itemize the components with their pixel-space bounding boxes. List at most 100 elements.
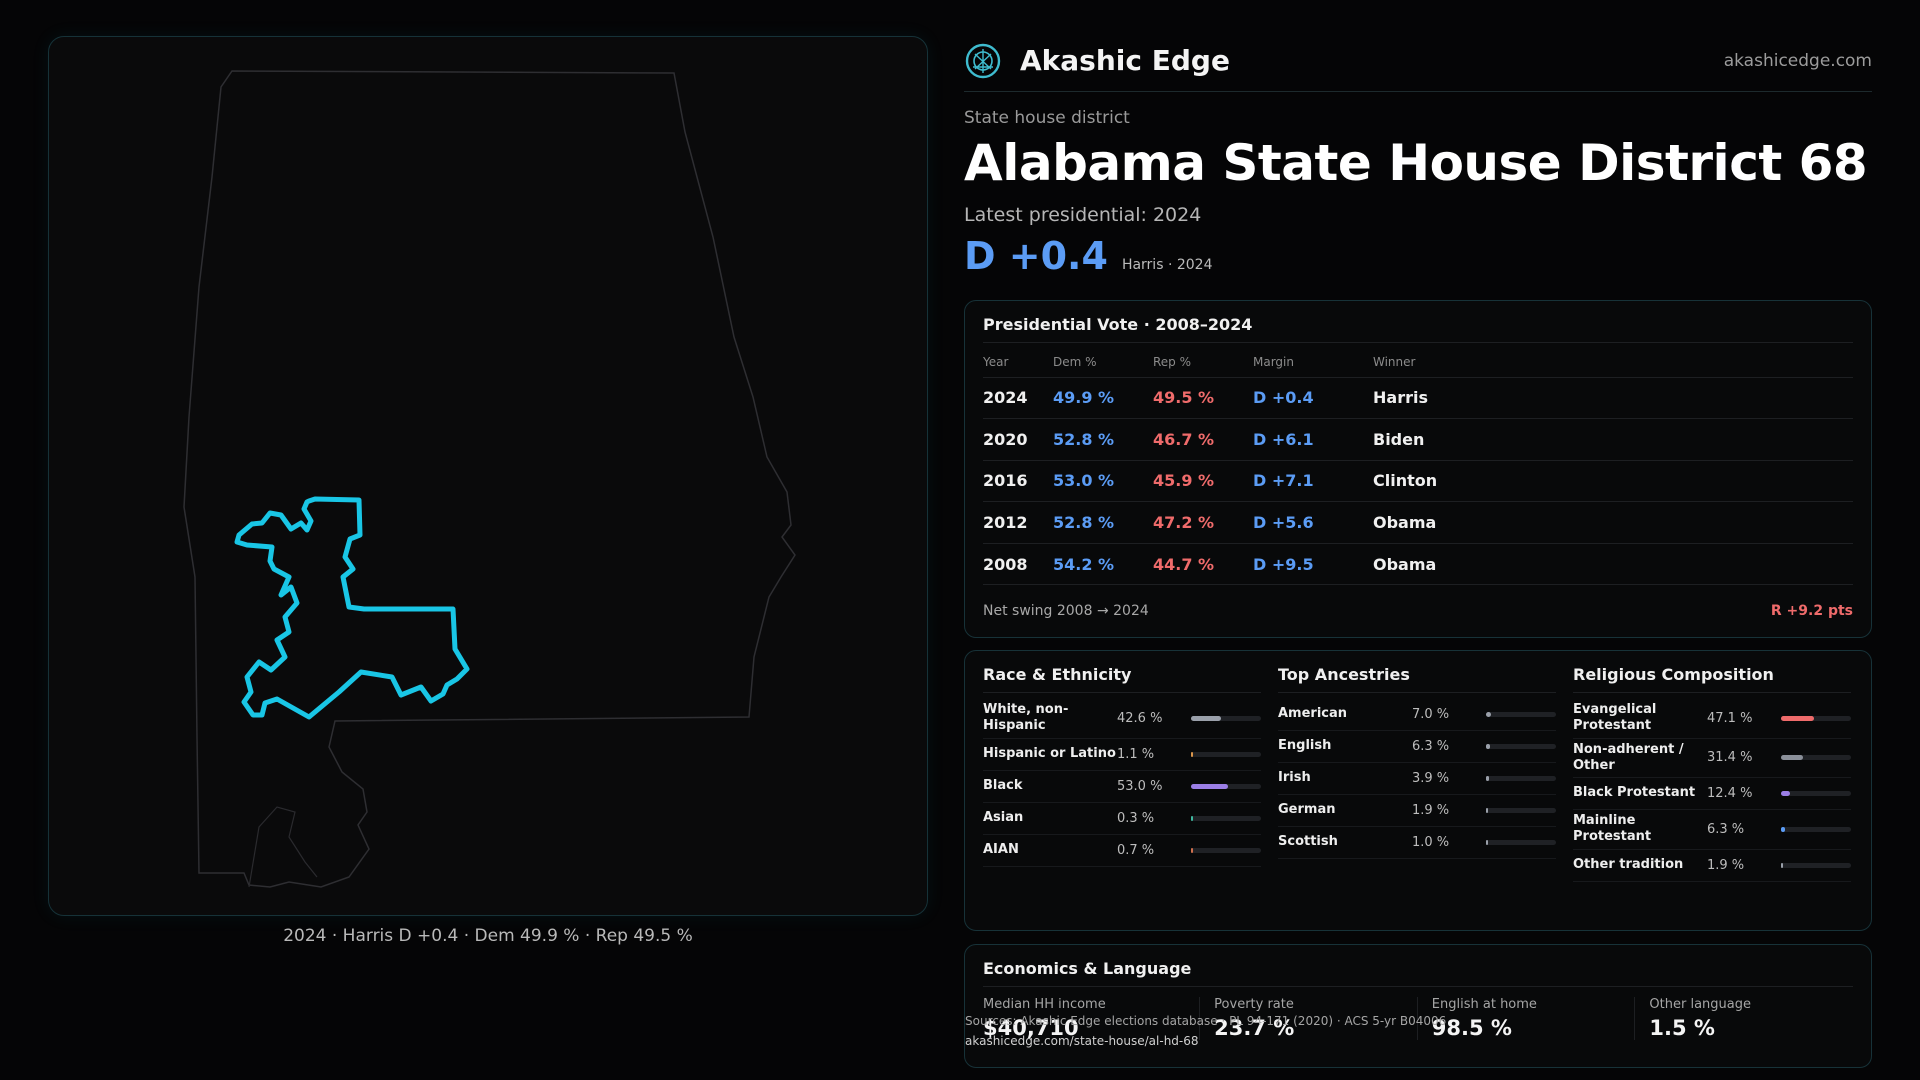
brand-header: Akashic Edge akashicedge.com	[964, 36, 1872, 92]
econ-label: Poverty rate	[1214, 997, 1294, 1012]
brand-name[interactable]: Akashic Edge	[1020, 44, 1230, 77]
stat-bar-fill	[1486, 840, 1488, 845]
top-ancestries-title: Top Ancestries	[1278, 665, 1556, 693]
table-row: 2016 53.0 % 45.9 % D +7.1 Clinton	[983, 460, 1853, 503]
stat-label: White, non-Hispanic	[983, 702, 1069, 734]
english-at-home-cell: English at home 98.5 %	[1418, 997, 1636, 1040]
stat-bar-track	[1486, 776, 1556, 781]
stat-value: 0.3 %	[1117, 810, 1155, 826]
stat-row: Other tradition 1.9 %	[1573, 850, 1851, 882]
col-margin: Margin	[1253, 347, 1373, 378]
econ-value: $40,710	[983, 1016, 1079, 1040]
stat-bar-track	[1781, 791, 1851, 796]
stat-bar-track	[1486, 840, 1556, 845]
stat-bar-track	[1191, 715, 1261, 721]
source-url-link[interactable]: akashicedge.com/state-house/al-hd-68	[965, 1034, 1199, 1048]
stat-bar-fill	[1486, 712, 1491, 717]
stat-value: 1.1 %	[1117, 746, 1155, 762]
row-winner: Obama	[1373, 501, 1853, 544]
other-language-cell: Other language 1.5 %	[1635, 997, 1853, 1040]
stat-bar-fill	[1191, 847, 1193, 853]
col-rep: Rep %	[1153, 347, 1253, 378]
stat-bar-track	[1781, 862, 1851, 868]
stat-row: Evangelical Protestant 47.1 %	[1573, 699, 1851, 739]
stat-bar-track	[1781, 715, 1851, 721]
table-row: 2008 54.2 % 44.7 % D +9.5 Obama	[983, 543, 1853, 586]
row-rep: 47.2 %	[1153, 501, 1253, 544]
top-ancestries-section: Top Ancestries American 7.0 % English 6.3 %…	[1278, 665, 1556, 916]
latest-presidential-label: Latest presidential: 2024	[964, 204, 1202, 226]
row-margin: D +0.4	[1253, 377, 1373, 420]
stat-bar-fill	[1781, 826, 1786, 832]
presidential-vote-title: Presidential Vote · 2008–2024	[983, 315, 1853, 343]
latest-margin-value: D +0.4	[964, 234, 1108, 278]
stat-row: Mainline Protestant 6.3 %	[1573, 810, 1851, 850]
row-year: 2024	[983, 377, 1053, 420]
stat-value: 0.7 %	[1117, 842, 1155, 858]
akashic-logo-icon[interactable]	[964, 42, 1002, 80]
stat-row: Irish 3.9 %	[1278, 763, 1556, 795]
stat-bar-fill	[1486, 776, 1489, 781]
stat-row: American 7.0 %	[1278, 699, 1556, 731]
row-year: 2012	[983, 501, 1053, 544]
stat-value: 3.9 %	[1412, 771, 1450, 786]
stat-value: 42.6 %	[1117, 710, 1163, 726]
stat-bar-fill	[1781, 862, 1783, 868]
stat-label: Mainline Protestant	[1573, 813, 1652, 845]
stat-row: AIAN 0.7 %	[983, 835, 1261, 867]
stat-bar-fill	[1486, 744, 1491, 749]
row-dem: 53.0 %	[1053, 460, 1153, 503]
table-row: 2024 49.9 % 49.5 % D +0.4 Harris	[983, 377, 1853, 420]
stat-value: 31.4 %	[1707, 750, 1753, 766]
brand-url-link[interactable]: akashicedge.com	[1723, 50, 1872, 71]
row-margin: D +6.1	[1253, 418, 1373, 461]
stat-row: Black Protestant 12.4 %	[1573, 778, 1851, 810]
row-rep: 46.7 %	[1153, 418, 1253, 461]
stat-bar-track	[1486, 744, 1556, 749]
stat-bar-fill	[1191, 815, 1193, 821]
presidential-vote-table: Year Dem % Rep % Margin Winner 2024 49.9…	[983, 347, 1853, 586]
stat-row: Asian 0.3 %	[983, 803, 1261, 835]
row-dem: 49.9 %	[1053, 377, 1153, 420]
map-panel	[48, 36, 928, 916]
stat-bar-fill	[1486, 808, 1488, 813]
row-rep: 44.7 %	[1153, 543, 1253, 586]
econ-value: 98.5 %	[1431, 1016, 1512, 1040]
stat-label: German	[1278, 802, 1336, 818]
demographics-card: Race & Ethnicity White, non-Hispanic 42.6…	[964, 650, 1872, 931]
stat-label: Non-adherent / Other	[1573, 741, 1684, 773]
stat-bar-track	[1191, 847, 1261, 853]
presidential-vote-card: Presidential Vote · 2008–2024 Year Dem %…	[964, 300, 1872, 638]
stat-row: Hispanic or Latino 1.1 %	[983, 739, 1261, 771]
sources-text: Sources: Akashic Edge elections database…	[965, 1014, 1447, 1028]
district-type: State house district	[964, 108, 1130, 128]
row-winner: Obama	[1373, 543, 1853, 586]
econ-value: 23.7 %	[1214, 1016, 1295, 1040]
stat-label: Other tradition	[1573, 856, 1684, 872]
econ-value: 1.5 %	[1649, 1016, 1715, 1040]
stat-value: 1.9 %	[1707, 857, 1745, 873]
stat-bar-track	[1486, 712, 1556, 717]
stat-value: 1.9 %	[1412, 803, 1450, 818]
row-winner: Biden	[1373, 418, 1853, 461]
stat-value: 12.4 %	[1707, 786, 1753, 801]
stat-value: 6.3 %	[1707, 821, 1745, 837]
row-dem: 54.2 %	[1053, 543, 1153, 586]
stat-value: 7.0 %	[1412, 707, 1450, 722]
state-outline	[183, 70, 796, 888]
stat-label: Evangelical Protestant	[1573, 702, 1657, 734]
map-caption: 2024 · Harris D +0.4 · Dem 49.9 % · Rep …	[283, 926, 693, 946]
stat-bar-track	[1486, 808, 1556, 813]
stat-bar-track	[1191, 751, 1261, 757]
stat-label: Irish	[1278, 770, 1311, 786]
state-map	[183, 70, 796, 888]
col-dem: Dem %	[1053, 347, 1153, 378]
row-year: 2020	[983, 418, 1053, 461]
latest-margin: D +0.4 Harris · 2024	[964, 234, 1872, 278]
stat-bar-track	[1781, 826, 1851, 832]
row-year: 2016	[983, 460, 1053, 503]
stat-row: English 6.3 %	[1278, 731, 1556, 763]
stat-bar-fill	[1781, 755, 1803, 761]
stat-value: 1.0 %	[1412, 835, 1450, 850]
col-year: Year	[983, 347, 1053, 378]
